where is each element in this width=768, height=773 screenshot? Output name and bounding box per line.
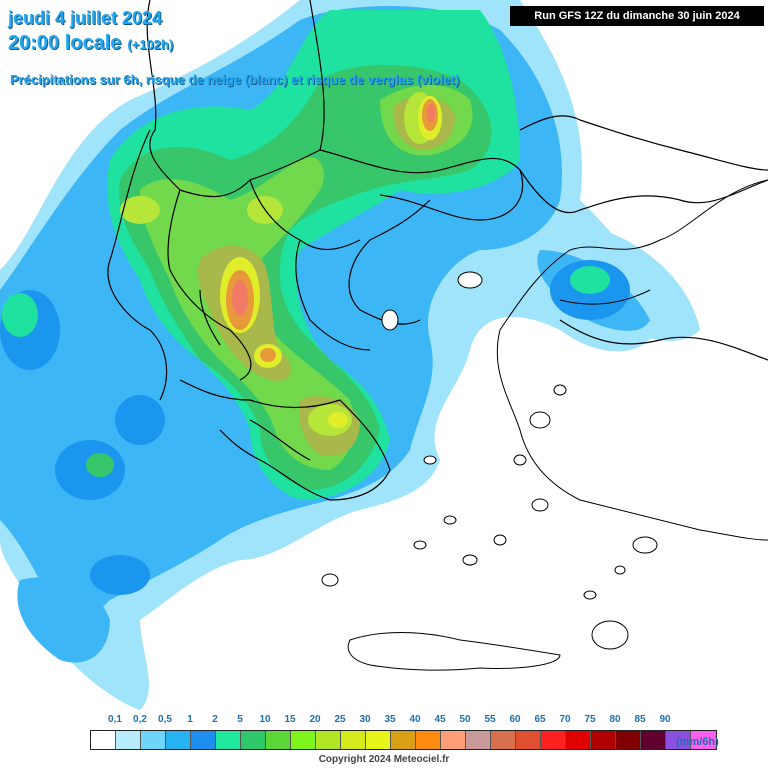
run-info-text: Run GFS 12Z du dimanche 30 juin 2024 (534, 10, 740, 22)
legend-tick-label: 20 (309, 714, 321, 725)
copyright-notice: Copyright 2024 Meteociel.fr (318, 754, 450, 765)
legend-tick-label: 25 (334, 714, 346, 725)
borders (107, 0, 768, 501)
legend-swatch (516, 731, 541, 749)
legend-swatch (191, 731, 216, 749)
legend-tick-label: 15 (284, 714, 296, 725)
legend-tick-label: 75 (584, 714, 596, 725)
legend-swatch (116, 731, 141, 749)
legend-tick-label: 10 (259, 714, 271, 725)
legend-swatch (566, 731, 591, 749)
forecast-offset: (+102h) (127, 37, 174, 52)
legend-swatch (391, 731, 416, 749)
forecast-time: 20:00 locale (+102h) (8, 32, 173, 55)
run-info-box: Run GFS 12Z du dimanche 30 juin 2024 (510, 6, 764, 26)
forecast-time-label: 20:00 locale (8, 32, 122, 54)
legend-swatch (641, 731, 666, 749)
legend-swatch (291, 731, 316, 749)
legend-tick-label: 45 (434, 714, 446, 725)
legend-swatch (491, 731, 516, 749)
legend-swatch (591, 731, 616, 749)
legend-tick-label: 0,5 (158, 714, 172, 725)
legend-tick-label: 35 (384, 714, 396, 725)
legend-swatch (91, 731, 116, 749)
legend-swatch (216, 731, 241, 749)
legend-swatch (266, 731, 291, 749)
legend-color-bar (90, 730, 717, 750)
legend-swatch (241, 731, 266, 749)
precipitation-legend: 0,1 0,2 0,5 1 2 5 10 15 20 25 30 35 40 45 50 55 60 65 70 75… (90, 714, 717, 750)
legend-tick-label: 30 (359, 714, 371, 725)
legend-swatch (316, 731, 341, 749)
legend-swatch (441, 731, 466, 749)
legend-units: (mm/6h) (676, 736, 719, 748)
legend-swatch (366, 731, 391, 749)
legend-tick-label: 0,1 (108, 714, 122, 725)
legend-tick-label: 50 (459, 714, 471, 725)
legend-tick-label: 55 (484, 714, 496, 725)
legend-swatch (341, 731, 366, 749)
legend-tick-label: 2 (212, 714, 218, 725)
legend-swatch (541, 731, 566, 749)
legend-tick-label: 40 (409, 714, 421, 725)
legend-swatch (141, 731, 166, 749)
legend-tick-label: 70 (559, 714, 571, 725)
legend-tick-label: 5 (237, 714, 243, 725)
legend-tick-label: 90 (659, 714, 671, 725)
legend-swatch (466, 731, 491, 749)
legend-tick-label: 60 (509, 714, 521, 725)
legend-swatch (416, 731, 441, 749)
legend-swatch (666, 731, 691, 749)
legend-tick-label: 80 (609, 714, 621, 725)
legend-tick-labels: 0,1 0,2 0,5 1 2 5 10 15 20 25 30 35 40 45 50 55 60 65 70 75… (90, 714, 690, 726)
map-subtitle: Précipitations sur 6h, risque de neige (… (10, 72, 460, 87)
legend-tick-label: 85 (634, 714, 646, 725)
legend-swatch (166, 731, 191, 749)
legend-tick-label: 65 (534, 714, 546, 725)
legend-swatch (691, 731, 716, 749)
precip-salmon-layer (232, 104, 435, 316)
legend-tick-label: 0,2 (133, 714, 147, 725)
forecast-date: jeudi 4 juillet 2024 (8, 8, 163, 28)
coastline-east (496, 179, 768, 541)
islands (321, 271, 658, 671)
legend-swatch (616, 731, 641, 749)
legend-tick-label: 1 (187, 714, 193, 725)
